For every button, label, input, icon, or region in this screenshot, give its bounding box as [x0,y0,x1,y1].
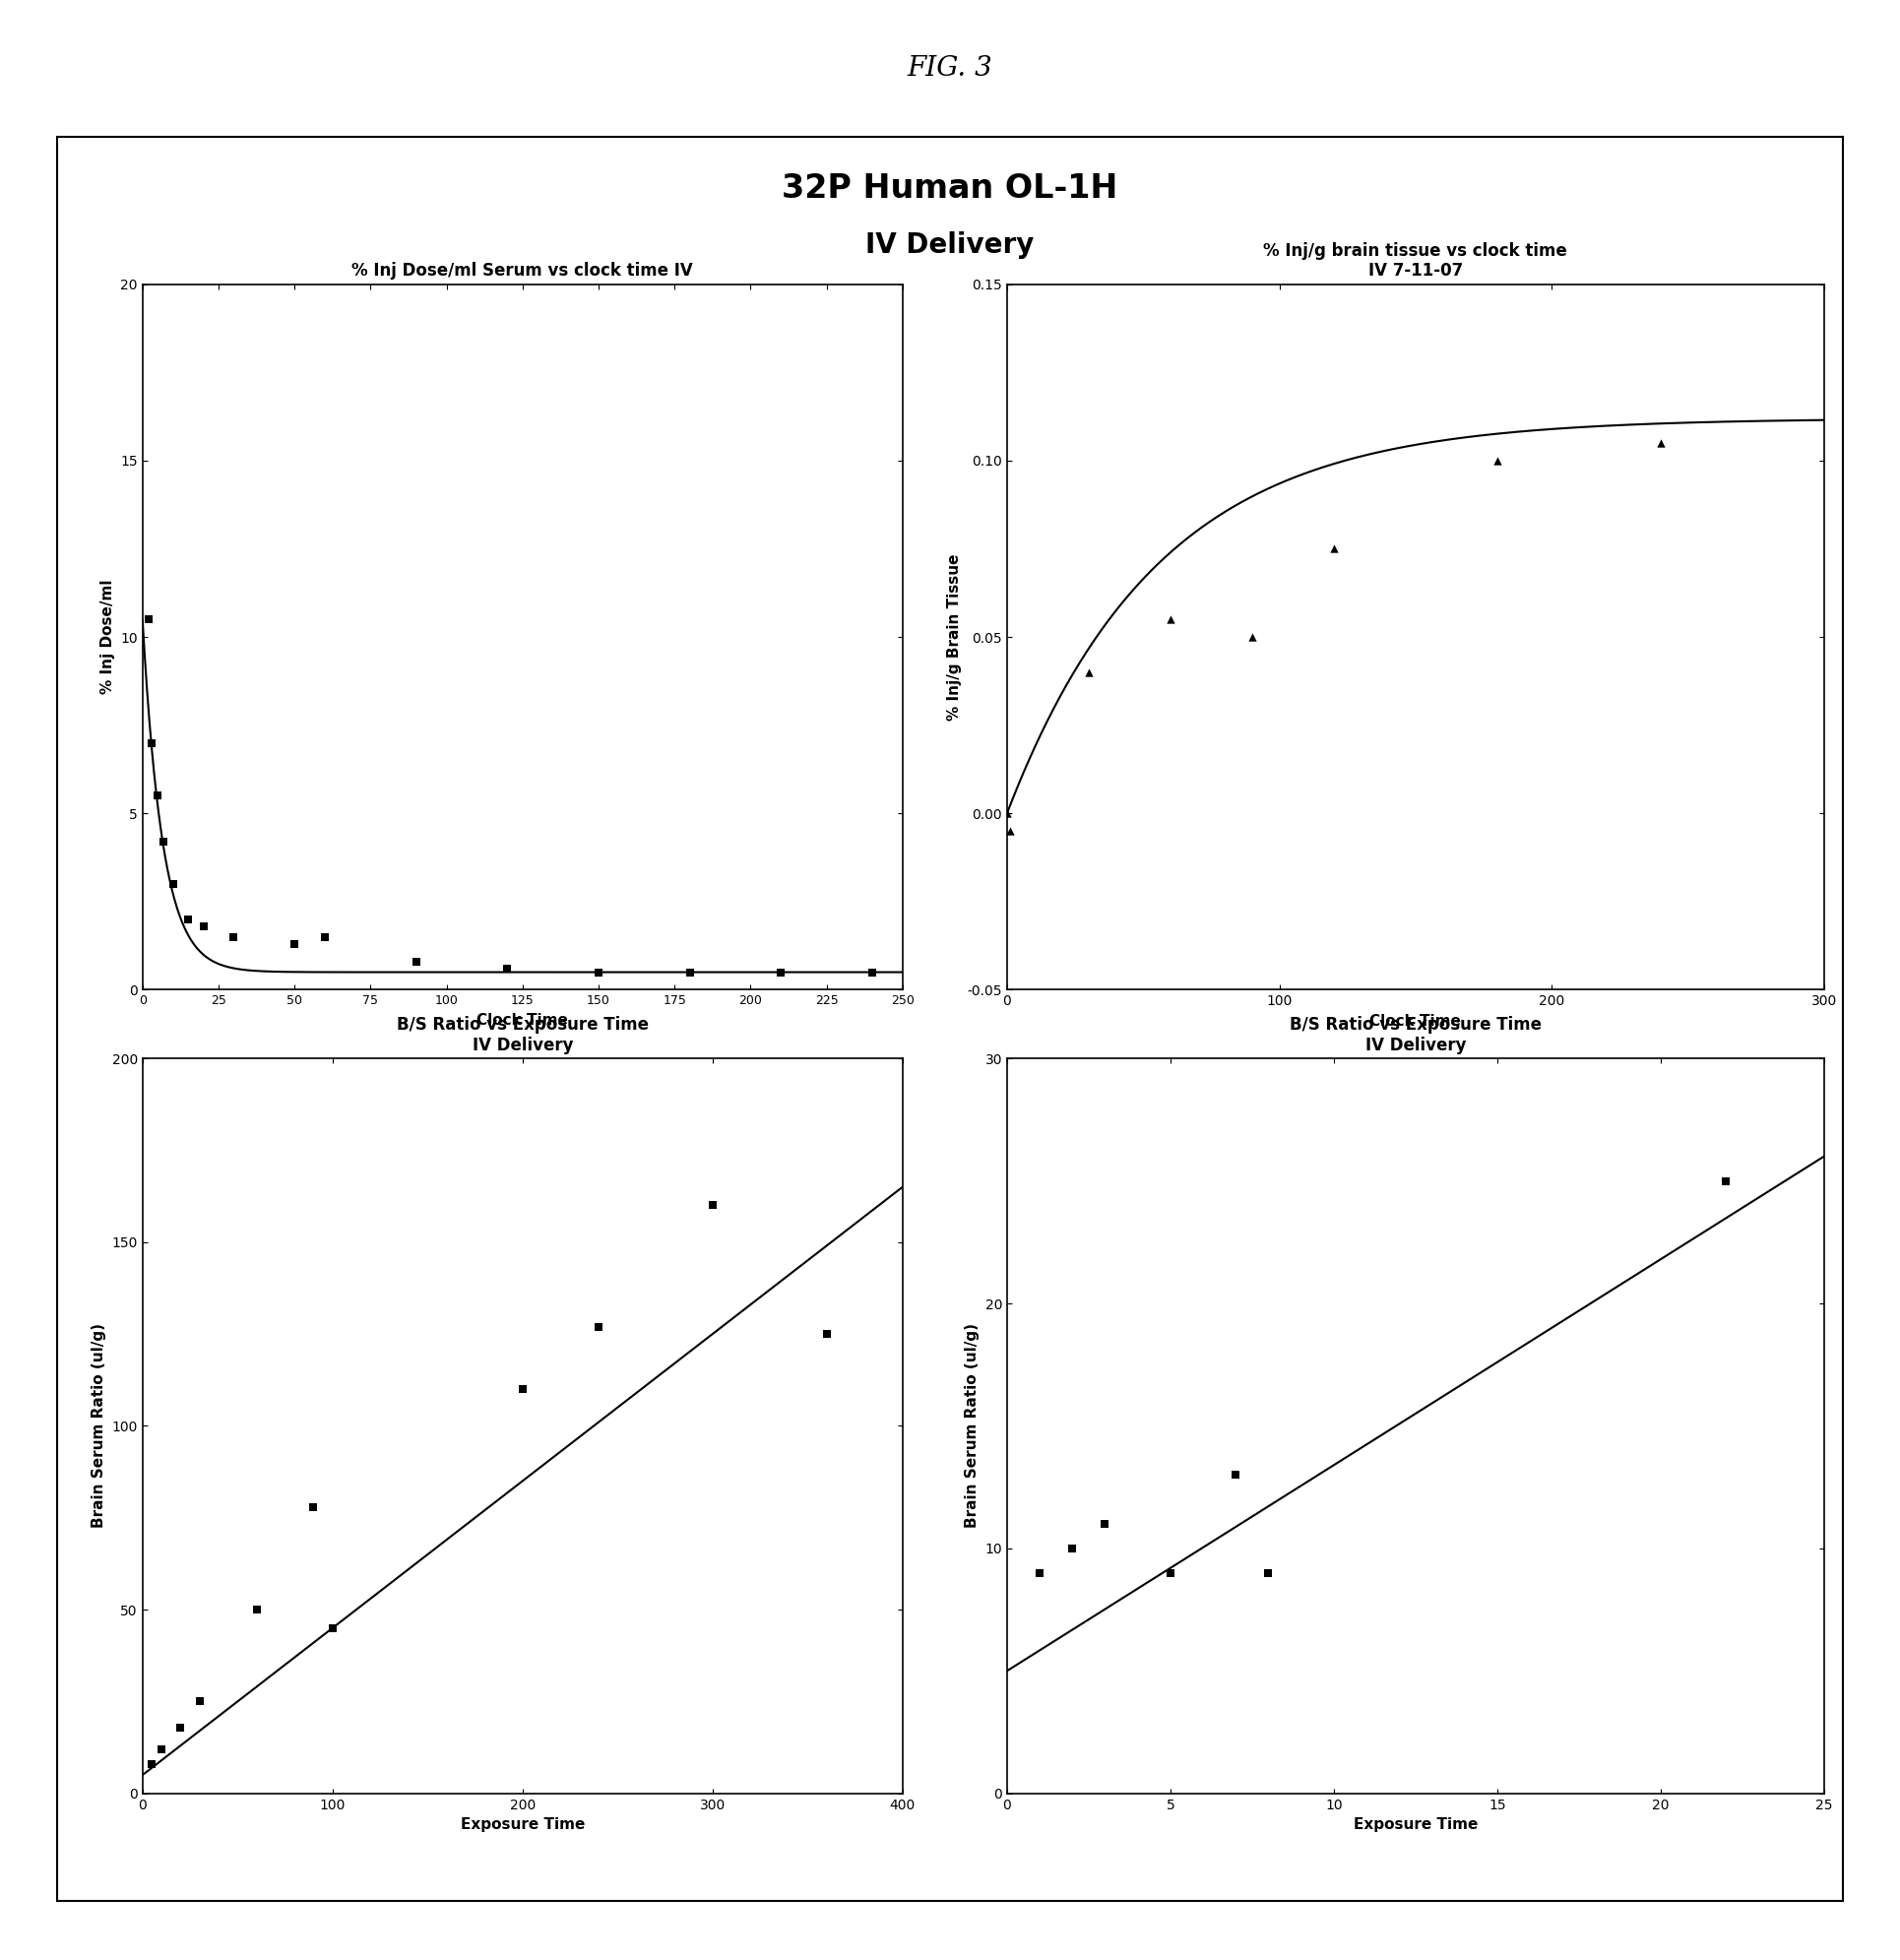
Point [148,825,179,857]
Title: B/S Ratio vs Exposure Time
IV Delivery: B/S Ratio vs Exposure Time IV Delivery [397,1015,648,1054]
Point [298,1492,329,1523]
Point [1155,1556,1186,1588]
Point [184,1686,215,1717]
Point [1091,1509,1121,1541]
Title: % Inj/g brain tissue vs clock time
IV 7-11-07: % Inj/g brain tissue vs clock time IV 7-… [1264,241,1568,280]
Point [1073,657,1104,688]
Point [1319,533,1349,564]
Point [218,921,249,953]
Y-axis label: Brain Serum Ratio (ul/g): Brain Serum Ratio (ul/g) [91,1323,106,1529]
Point [697,1190,728,1221]
Point [1710,1164,1740,1196]
Point [492,953,522,984]
Point [188,911,218,943]
Text: 32P Human OL-1H: 32P Human OL-1H [783,172,1117,206]
Point [158,868,188,900]
Point [811,1319,842,1350]
X-axis label: Exposure Time: Exposure Time [460,1817,585,1833]
Point [1645,427,1676,459]
X-axis label: Exposure Time: Exposure Time [1353,1817,1478,1833]
Title: % Inj Dose/ml Serum vs clock time IV: % Inj Dose/ml Serum vs clock time IV [352,263,694,280]
Text: FIG. 3: FIG. 3 [908,55,992,82]
Point [241,1593,272,1625]
Text: IV Delivery: IV Delivery [866,231,1034,259]
Point [279,929,310,960]
Point [583,956,614,988]
X-axis label: Clock Time: Clock Time [477,1013,568,1027]
Y-axis label: % Inj/g Brain Tissue: % Inj/g Brain Tissue [946,553,961,721]
Point [401,947,431,978]
Title: B/S Ratio vs Exposure Time
IV Delivery: B/S Ratio vs Exposure Time IV Delivery [1290,1015,1541,1054]
Point [137,727,167,759]
Point [142,780,173,811]
Point [1254,1556,1284,1588]
Point [674,956,705,988]
Point [1482,445,1512,476]
Point [507,1374,538,1405]
Point [857,956,887,988]
Y-axis label: % Inj Dose/ml: % Inj Dose/ml [101,580,114,694]
Point [583,1311,614,1343]
Point [766,956,796,988]
Point [1237,621,1267,653]
X-axis label: Clock Time: Clock Time [1370,1013,1461,1029]
Point [173,904,203,935]
Point [133,604,163,635]
Point [992,798,1022,829]
Point [994,815,1024,847]
Point [310,921,340,953]
Point [146,1733,177,1764]
Point [137,1748,167,1780]
Point [1024,1556,1054,1588]
Point [1155,604,1186,635]
Point [1220,1458,1250,1490]
Point [1056,1533,1087,1564]
Y-axis label: Brain Serum Ratio (ul/g): Brain Serum Ratio (ul/g) [965,1323,978,1529]
Point [317,1613,348,1644]
Point [165,1711,196,1742]
